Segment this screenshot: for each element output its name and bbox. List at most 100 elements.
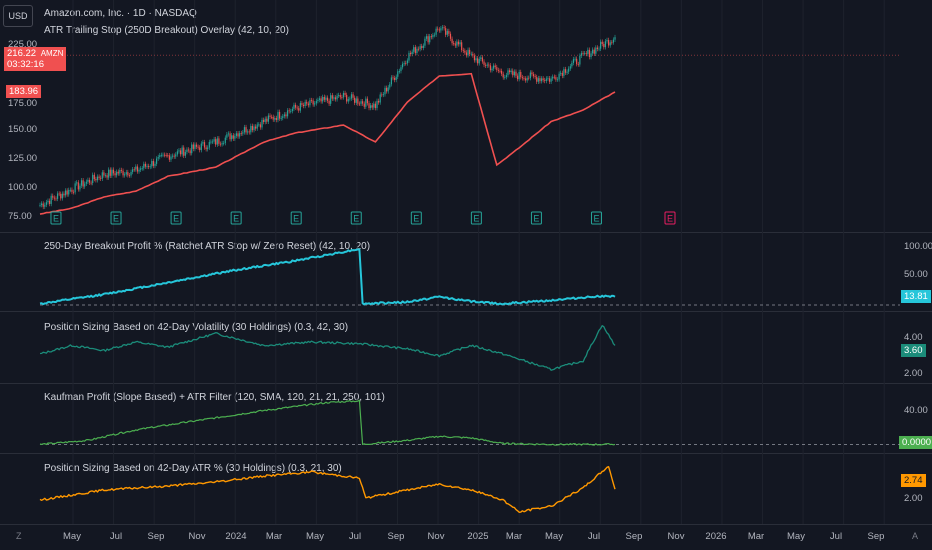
candle-body [275, 118, 277, 120]
candle-body [144, 163, 147, 167]
x-axis-label: 2024 [225, 531, 247, 542]
candle-body [181, 147, 183, 155]
candle-body [125, 172, 127, 175]
candle-body [263, 119, 265, 123]
candle-body [114, 173, 116, 176]
candle-body [413, 47, 415, 52]
candle-body [323, 96, 325, 100]
candle-body [593, 49, 595, 54]
candle-body [536, 77, 538, 82]
candle-body [441, 27, 444, 29]
candle-body [149, 166, 151, 168]
candle-body [163, 154, 166, 156]
candle-body [119, 169, 121, 174]
candle-body [483, 61, 485, 65]
candle-body [251, 125, 254, 131]
pane3-ytick: 4.00 [904, 332, 923, 343]
candle-body [84, 183, 86, 187]
candle-body [264, 118, 266, 123]
candle-body [354, 97, 356, 103]
pane-separator[interactable] [0, 383, 932, 384]
earnings-marker [170, 211, 182, 225]
candle-body [116, 171, 118, 176]
candle-body [552, 76, 554, 79]
candle-body [433, 34, 436, 36]
candle-body [186, 149, 188, 153]
candle-body [389, 84, 391, 88]
candle-body [438, 29, 440, 31]
candle-body [540, 78, 543, 82]
candle-body [224, 137, 226, 144]
earnings-marker [470, 211, 482, 225]
candle-body [243, 127, 246, 133]
candle-body [132, 169, 134, 172]
pane-separator[interactable] [0, 311, 932, 312]
candle-body [176, 151, 178, 155]
candle-body [248, 131, 250, 133]
price-tag-countdown: 03:32:16 [7, 59, 44, 70]
stop-tag: 183.96 [6, 85, 42, 98]
candle-body [558, 73, 560, 80]
x-axis-label: May [545, 531, 563, 542]
candle-body [609, 42, 611, 46]
candle-body [443, 27, 445, 29]
candle-body [437, 28, 439, 30]
earnings-marker [50, 211, 62, 225]
candle-body [98, 176, 100, 178]
candle-body [298, 108, 300, 111]
candle-body [191, 144, 193, 154]
candle-body [259, 124, 262, 128]
candle-body [432, 35, 434, 38]
candle-body [435, 28, 437, 35]
indicator-line-3 [39, 399, 616, 446]
candle-body [74, 183, 76, 193]
candle-body [512, 70, 514, 76]
candle-body [211, 141, 214, 143]
candle-body [401, 63, 404, 68]
candle-body [542, 78, 544, 81]
earnings-marker-label: E [173, 214, 179, 224]
candle-body [160, 154, 162, 156]
candle-body [309, 100, 311, 106]
candle-body [72, 191, 75, 193]
candle-body [167, 155, 169, 157]
candle-body [520, 72, 522, 78]
currency-button[interactable]: USD [3, 5, 33, 27]
candle-body [56, 193, 59, 199]
candle-body [592, 49, 594, 54]
pane-separator[interactable] [0, 232, 932, 233]
candle-body [579, 55, 581, 65]
candle-body [104, 175, 107, 177]
candle-body [92, 174, 94, 184]
candle-body [155, 158, 158, 164]
pane-separator[interactable] [0, 453, 932, 454]
candle-body [286, 110, 289, 117]
candle-body [516, 75, 519, 80]
candle-body [451, 38, 453, 44]
candle-body [42, 203, 44, 207]
candle-body [379, 94, 381, 103]
candle-body [213, 139, 215, 142]
candle-body [417, 48, 420, 50]
candle-body [528, 77, 530, 79]
candle-body [574, 58, 576, 60]
candle-body [165, 155, 167, 156]
timezone-toggle[interactable]: Z [16, 531, 22, 541]
candle-body [568, 68, 570, 72]
candle-body [103, 172, 105, 176]
candle-body [325, 97, 327, 100]
candle-body [154, 163, 156, 166]
x-axis-label: Sep [625, 531, 643, 542]
x-axis-label: Nov [188, 531, 206, 542]
earnings-marker-label: E [533, 214, 539, 224]
candle-body [189, 150, 191, 154]
candle-body [215, 139, 217, 145]
auto-scale-toggle[interactable]: A [912, 531, 919, 541]
candle-body [288, 110, 290, 112]
x-axis-label: May [63, 531, 81, 542]
candle-body [40, 203, 43, 205]
symbol-title[interactable]: Amazon.com, Inc. · 1D · NASDAQ [44, 8, 197, 19]
candle-body [510, 70, 512, 73]
candle-body [68, 189, 70, 195]
